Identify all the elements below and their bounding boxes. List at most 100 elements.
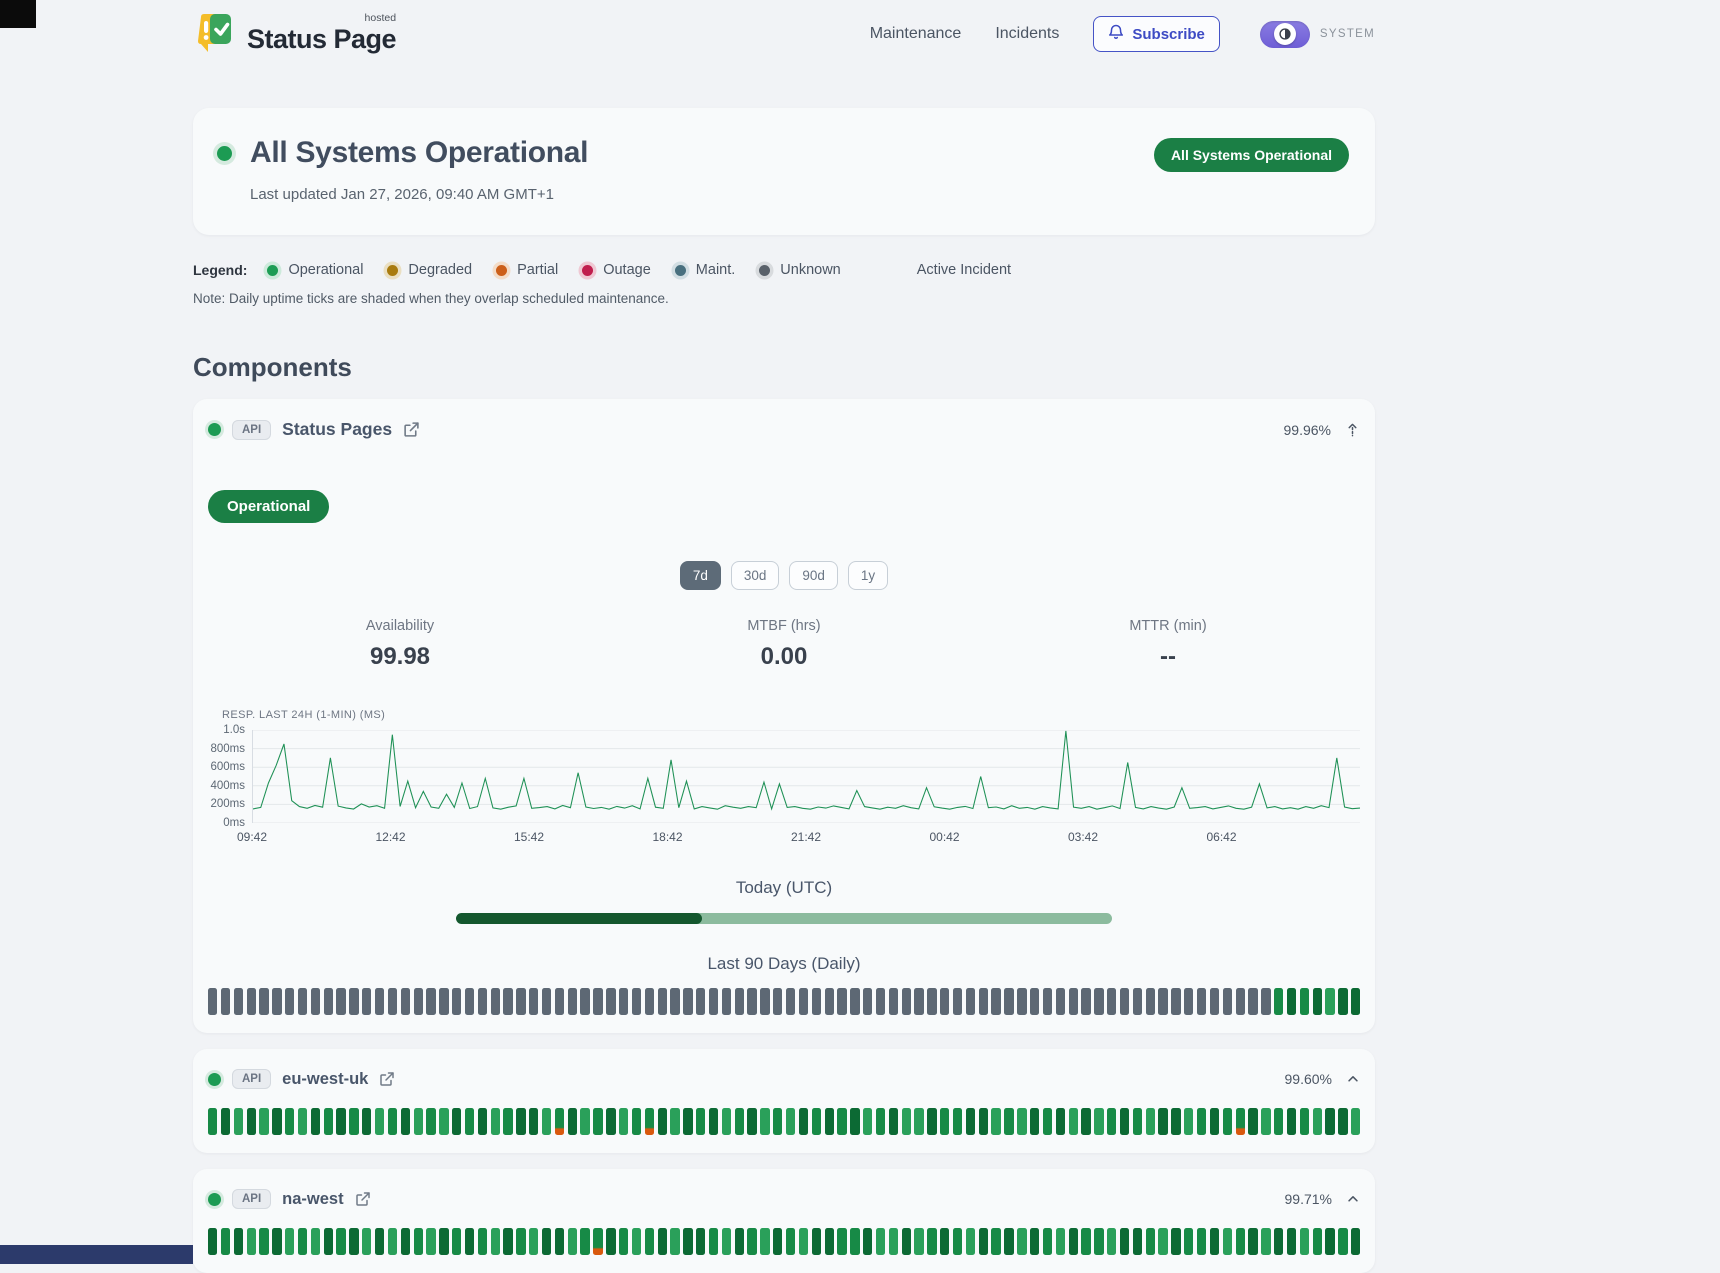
brand-logo[interactable]: Status Page hosted [193,10,397,59]
x-tick-label: 21:42 [790,830,822,844]
legend-item-outage: Outage [582,262,651,278]
uptime-tick [1107,988,1117,1015]
uptime-tick [1132,988,1143,1015]
uptime-tick [901,988,911,1015]
range-button-1y[interactable]: 1y [847,561,889,590]
uptime-tick [272,988,282,1015]
uptime-tick [336,1108,346,1135]
uptime-tick [1312,988,1322,1015]
subscribe-button[interactable]: Subscribe [1093,16,1220,52]
uptime-tick [1171,988,1181,1015]
uptime-tick [387,1108,398,1135]
component-header[interactable]: API Status Pages 99.96% [208,411,1360,446]
theme-toggle[interactable] [1259,20,1310,48]
range-button-30d[interactable]: 30d [730,561,780,590]
uptime-ticks-row [208,1228,1361,1255]
uptime-tick [1119,1108,1130,1135]
uptime-tick [1017,1108,1027,1135]
uptime-tick [965,1108,976,1135]
uptime-tick [1081,1228,1091,1255]
uptime-tick [1119,1228,1130,1255]
range-button-90d[interactable]: 90d [789,561,838,590]
uptime-tick [246,1228,256,1255]
uptime-tick [1299,988,1310,1015]
uptime-tick [824,1228,834,1255]
uptime-tick [1274,988,1284,1015]
uptime-tick [439,988,449,1015]
uptime-tick [593,1228,603,1255]
external-link-icon[interactable] [379,1071,395,1087]
uptime-tick [657,988,667,1015]
history-ticks-row [208,988,1361,1015]
range-button-7d[interactable]: 7d [679,561,721,590]
nav-link-maintenance[interactable]: Maintenance [869,25,962,42]
uptime-tick [567,988,577,1015]
uptime-tick [285,988,295,1015]
uptime-tick [965,1228,976,1255]
uptime-tick [323,1108,333,1135]
uptime-tick [323,988,333,1015]
uptime-tick [1261,988,1271,1015]
component-name: na-west [282,1189,344,1208]
page-header: Status Page hosted Maintenance Incidents … [193,0,1375,68]
uptime-tick [233,1108,244,1135]
uptime-tick [760,988,770,1015]
theme-knob [1273,23,1296,45]
uptime-tick [875,1108,886,1135]
last-updated-text: Last updated Jan 27, 2026, 09:40 AM GMT+… [250,186,554,203]
uptime-tick [721,1228,732,1255]
uptime-tick [1261,1228,1271,1255]
uptime-tick [593,1108,603,1135]
nav-link-incidents[interactable]: Incidents [995,25,1060,42]
expand-chevron-icon[interactable] [1346,1072,1360,1086]
component-header[interactable]: API eu-west-uk 99.60% [208,1061,1360,1095]
uptime-tick [220,1108,231,1135]
component-status-dot [208,1192,221,1206]
legend-item-label: Operational [288,262,364,278]
today-label: Today (UTC) [735,878,833,897]
external-link-icon[interactable] [355,1191,371,1207]
uptime-tick [1351,1108,1361,1135]
uptime-tick [606,988,616,1015]
uptime-tick [1171,1228,1181,1255]
uptime-tick [1030,988,1040,1015]
legend-item-maint: Maint. [674,262,735,278]
uptime-tick [747,988,757,1015]
uptime-tick [850,1108,860,1135]
uptime-tick [362,1108,372,1135]
component-card-na-west: API na-west 99.71% [193,1169,1375,1273]
uptime-tick [1030,1108,1040,1135]
uptime-tick [1132,1108,1143,1135]
uptime-tick [1248,1228,1258,1255]
uptime-tick [1107,1108,1117,1135]
uptime-tick [490,1228,500,1255]
legend-active-incident-label: Active Incident [916,262,1012,278]
component-name: Status Pages [282,419,393,439]
uptime-tick [1299,1228,1310,1255]
uptime-tick [1145,988,1155,1015]
uptime-tick [477,988,488,1015]
uptime-tick [785,1228,796,1255]
uptime-tick [310,988,321,1015]
expand-chevron-icon[interactable] [1346,1192,1360,1206]
uptime-tick [593,988,603,1015]
uptime-tick [464,1228,475,1255]
legend-item-operational: Operational [267,262,363,278]
uptime-tick [349,1228,359,1255]
external-link-icon[interactable] [403,421,420,438]
uptime-tick [747,1228,757,1255]
uptime-tick [1312,1228,1322,1255]
uptime-tick [297,1228,308,1255]
uptime-tick [927,1108,937,1135]
uptime-tick [1338,1228,1348,1255]
component-header[interactable]: API na-west 99.71% [208,1181,1360,1215]
uptime-tick [1094,1108,1104,1135]
uptime-tick [374,988,385,1015]
uptime-tick [940,1228,950,1255]
component-availability-pct: 99.71% [1284,1191,1332,1207]
legend-item-label: Unknown [780,262,841,278]
collapse-icon[interactable] [1345,422,1360,438]
uptime-tick [952,1228,963,1255]
uptime-tick [683,1228,693,1255]
uptime-tick [978,1228,988,1255]
